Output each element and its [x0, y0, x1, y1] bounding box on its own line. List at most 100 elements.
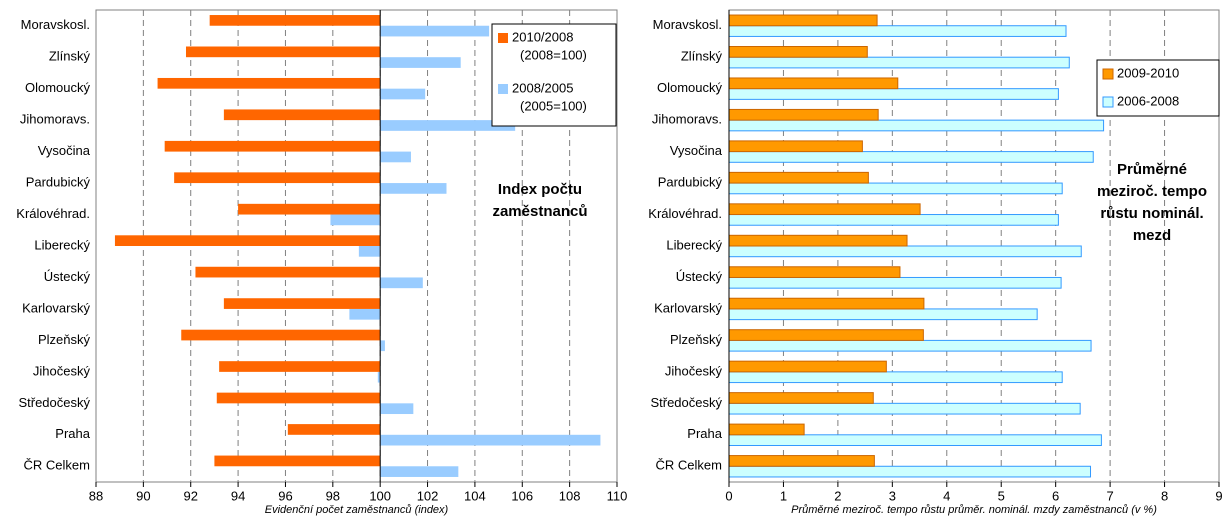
x-tick-label: 9: [1215, 488, 1222, 503]
bar: [380, 340, 385, 352]
bar: [728, 171, 869, 184]
bar: [728, 465, 1092, 478]
bar: [380, 120, 516, 131]
bar: [380, 25, 490, 37]
bar: [214, 455, 381, 467]
y-tick-label: Olomoucký: [25, 80, 91, 95]
legend-label: (2008=100): [520, 47, 587, 62]
y-tick-label: Středočeský: [650, 395, 722, 410]
y-tick-label: Královéhrad.: [648, 206, 722, 221]
legend-box: [491, 23, 617, 127]
legend-label: 2006-2008: [1117, 93, 1179, 108]
bar: [349, 308, 381, 320]
bar: [728, 88, 1059, 100]
legend-swatch: [1102, 96, 1114, 108]
annotation: Index počtu zaměstnanců: [492, 181, 587, 220]
y-tick-label: Vysočina: [670, 143, 723, 158]
y-tick-label: Plzeňský: [38, 332, 91, 347]
bar: [185, 46, 381, 58]
bar: [164, 140, 381, 152]
bar: [114, 235, 381, 246]
bar: [238, 203, 381, 215]
legend-label: (2005=100): [520, 98, 587, 113]
bar: [728, 14, 878, 27]
bar: [223, 298, 381, 309]
legend-swatch: [1102, 68, 1114, 80]
bar: [728, 392, 874, 404]
x-tick-label: 90: [136, 488, 150, 503]
y-tick-label: Praha: [55, 426, 90, 441]
y-tick-label: Liberecký: [34, 237, 90, 252]
bar: [728, 308, 1038, 321]
bar: [728, 25, 1067, 37]
y-tick-label: Ústecký: [44, 269, 91, 284]
bar: [728, 56, 1070, 69]
bar: [728, 329, 924, 341]
x-tick-label: 0: [725, 488, 732, 503]
x-tick-label: 4: [943, 488, 950, 503]
bar: [728, 214, 1059, 226]
y-tick-label: Plzeňský: [670, 332, 723, 347]
bar: [728, 182, 1063, 195]
y-tick-label: Moravskosl.: [21, 17, 90, 32]
x-tick-label: 8: [1161, 488, 1168, 503]
y-tick-label: Liberecký: [666, 237, 722, 252]
x-tick-label: 96: [278, 488, 292, 503]
bar: [728, 371, 1063, 384]
bar: [157, 77, 381, 89]
bar: [209, 15, 381, 26]
bar: [195, 266, 381, 278]
x-tick-label: 88: [89, 488, 103, 503]
legend-label: 2009-2010: [1117, 65, 1179, 80]
x-tick-label: 98: [326, 488, 340, 503]
bar: [181, 329, 381, 341]
x-axis-label: Průměrné meziroč. tempo růstu průměr. no…: [791, 504, 1157, 516]
y-tick-label: Jihočeský: [665, 363, 723, 378]
bar: [358, 246, 381, 257]
bar: [728, 140, 863, 153]
bar: [174, 172, 381, 184]
y-tick-label: Královéhrad.: [16, 206, 90, 221]
bar: [728, 276, 1062, 289]
bar: [728, 455, 875, 467]
bar: [728, 46, 868, 58]
y-tick-label: Pardubický: [658, 175, 723, 190]
bar: [728, 339, 1092, 352]
x-axis-label: Evidenční počet zaměstnanců (index): [265, 504, 449, 516]
bar: [728, 234, 908, 247]
y-tick-label: Ústecký: [676, 269, 723, 284]
legend-swatch: [498, 84, 508, 94]
bar: [728, 402, 1081, 415]
bar: [380, 88, 426, 100]
bar: [728, 360, 887, 373]
y-tick-label: Jihomoravs.: [652, 112, 722, 127]
bar: [380, 277, 423, 289]
bar: [330, 214, 381, 226]
y-tick-label: Moravskosl.: [653, 17, 722, 32]
x-tick-label: 5: [998, 488, 1005, 503]
x-tick-label: 100: [369, 488, 391, 503]
x-tick-label: 110: [607, 488, 628, 503]
legend-box: [1096, 59, 1220, 117]
bar: [728, 108, 879, 121]
bar: [380, 151, 411, 163]
y-tick-label: Jihočeský: [33, 363, 91, 378]
legend: 2010/2008 (2008=100) 2008/2005 (2005=100): [491, 23, 617, 127]
y-tick-label: Zlínský: [681, 49, 723, 64]
y-tick-label: Olomoucký: [657, 80, 723, 95]
bar: [728, 423, 805, 436]
y-tick-label: Praha: [687, 426, 722, 441]
legend-label: 2010/2008: [512, 29, 573, 44]
y-tick-label: Karlovarský: [654, 300, 722, 315]
bar: [223, 109, 381, 121]
bar: [380, 403, 414, 415]
bar: [219, 361, 381, 372]
bar: [728, 119, 1105, 132]
x-tick-label: 94: [231, 488, 245, 503]
bar: [728, 266, 901, 278]
annotation: Průměrné meziroč. tempo růstu nominál. mezd: [1097, 161, 1207, 244]
bar: [728, 434, 1102, 446]
bar: [380, 183, 447, 194]
bar: [728, 245, 1082, 258]
